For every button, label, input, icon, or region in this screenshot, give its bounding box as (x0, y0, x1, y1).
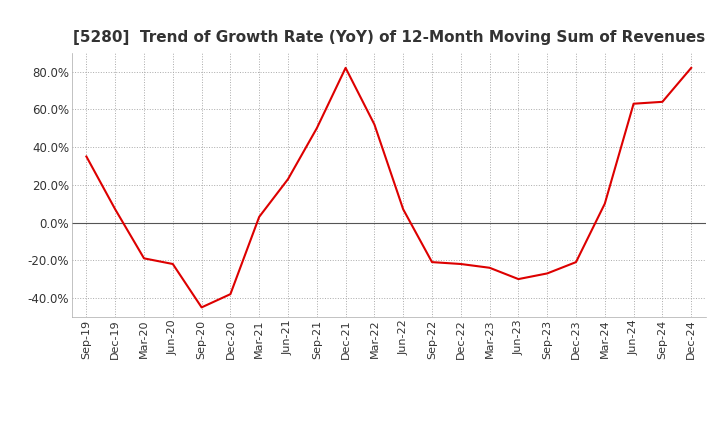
Title: [5280]  Trend of Growth Rate (YoY) of 12-Month Moving Sum of Revenues: [5280] Trend of Growth Rate (YoY) of 12-… (73, 29, 705, 45)
